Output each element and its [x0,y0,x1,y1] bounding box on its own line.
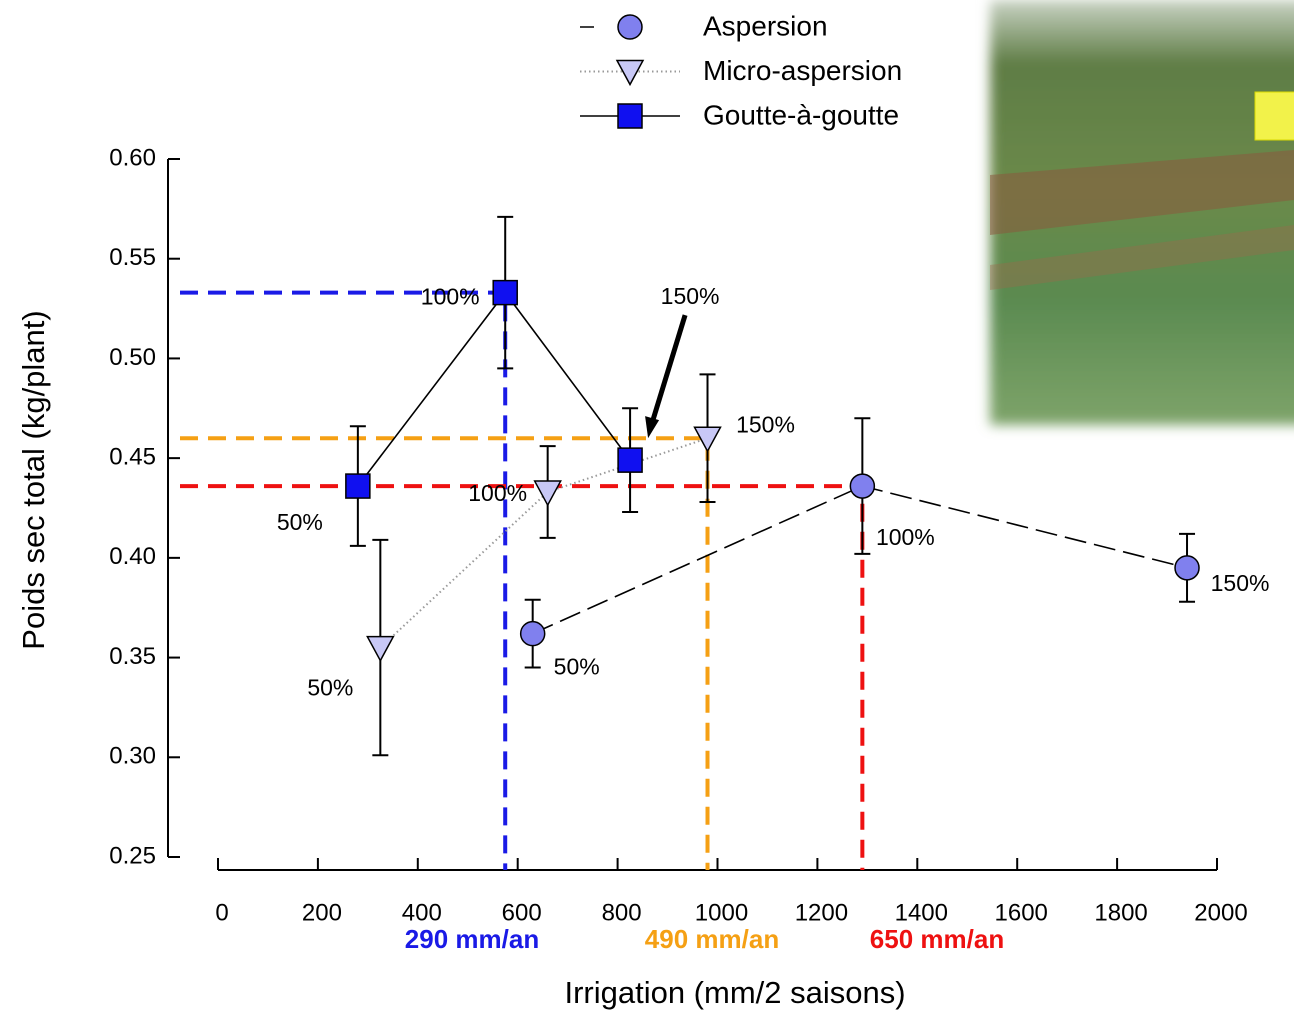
marker [693,426,722,453]
series-line [379,437,708,649]
y-tick-label: 0.45 [109,443,156,470]
x-tick-label: 1400 [895,899,948,926]
series-line [357,291,631,487]
marker [366,635,395,663]
marker [849,473,876,499]
x-tick-label: 1800 [1094,899,1147,926]
photo [990,0,1294,425]
x-tick-label: 1200 [795,899,848,926]
legend-label: Goutte-à-goutte [703,99,899,130]
point-label: 150% [1211,570,1270,596]
point-label: 150% [661,283,720,309]
marker [533,480,562,507]
annotation-arrowhead [645,416,660,439]
x-tick-label: 200 [302,899,342,926]
marker [617,447,643,473]
y-tick-label: 0.40 [109,543,156,570]
point-label: 100% [421,284,480,310]
y-tick-label: 0.50 [109,344,156,371]
x-tick-label: 1600 [995,899,1048,926]
reference-line [180,436,710,870]
x-tick-label: 800 [602,899,642,926]
y-tick-label: 0.55 [109,244,156,271]
marker [519,620,546,647]
x-tick-label: 400 [402,899,442,926]
point-label: 100% [876,524,935,550]
point-label: 50% [307,675,353,701]
marker [492,279,518,306]
y-tick-label: 0.30 [109,743,156,770]
marker [345,473,371,499]
reference-label: 650 mm/an [870,924,1004,954]
x-tick-label: 600 [502,899,542,926]
x-tick-label: 0 [215,899,228,926]
x-tick-label: 2000 [1194,899,1247,926]
reference-label: 490 mm/an [645,924,779,954]
reference-line [180,290,508,870]
y-tick-label: 0.35 [109,643,156,670]
legend-marker [617,103,643,129]
legend-label: Micro-aspersion [703,55,902,86]
point-label: 100% [468,480,527,506]
marker [1174,555,1200,581]
point-label: 150% [736,411,795,437]
x-axis-title: Irrigation (mm/2 saisons) [564,975,905,1010]
y-axis-title: Poids sec total (kg/plant) [16,310,51,649]
y-tick-label: 0.60 [109,144,156,171]
legend-label: Aspersion [703,10,828,41]
point-label: 50% [277,509,323,535]
annotation-arrow [648,314,688,427]
point-label: 50% [554,654,600,680]
y-tick-label: 0.25 [109,842,156,869]
legend-marker [615,59,645,87]
legend-marker [617,14,643,40]
reference-line [180,484,865,870]
reference-label: 290 mm/an [405,924,539,954]
x-tick-label: 1000 [695,899,748,926]
